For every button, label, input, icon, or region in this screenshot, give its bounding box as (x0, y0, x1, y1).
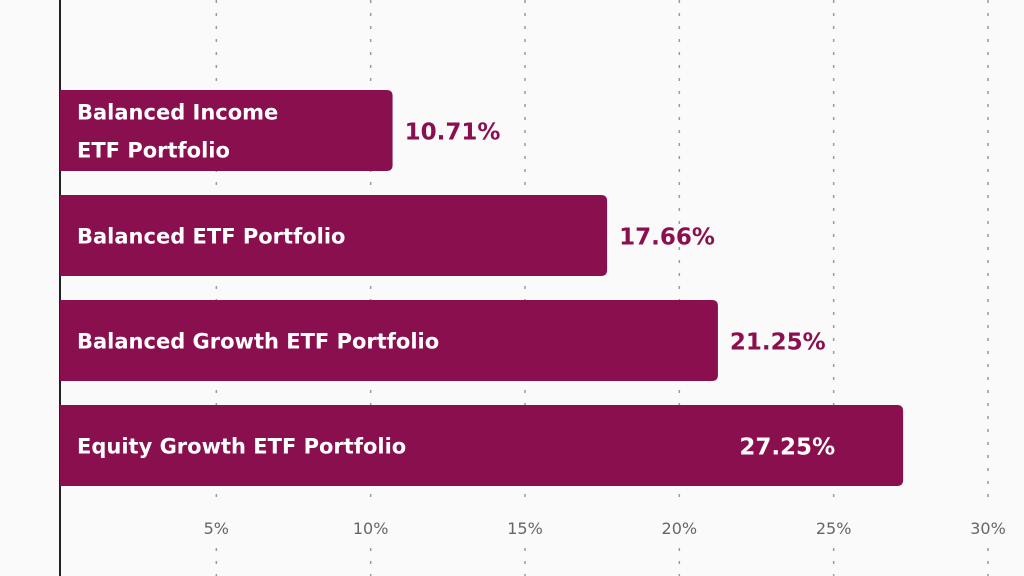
bar (60, 405, 904, 486)
x-tick-label: 15% (507, 519, 543, 538)
bar-value-label: 10.71% (405, 120, 501, 146)
bar (60, 300, 718, 381)
x-tick-label: 30% (970, 519, 1006, 538)
bar-category-label: Balanced Growth ETF Portfolio (77, 330, 439, 354)
x-tick-label: 10% (353, 519, 389, 538)
bar-category-label: Balanced ETF Portfolio (77, 225, 345, 249)
x-tick-label: 20% (662, 519, 698, 538)
bar-category-label: Equity Growth ETF Portfolio (77, 435, 406, 459)
x-tick-label: 5% (204, 519, 229, 538)
bar-value-label: 21.25% (730, 330, 826, 356)
bar-category-label: ETF Portfolio (77, 139, 230, 163)
x-tick-label: 25% (816, 519, 852, 538)
bar (60, 90, 393, 171)
bar-value-label: 27.25% (739, 435, 835, 461)
bar-value-label: 17.66% (619, 225, 715, 251)
bar (60, 195, 608, 276)
bar-category-label: Balanced Income (77, 101, 278, 125)
